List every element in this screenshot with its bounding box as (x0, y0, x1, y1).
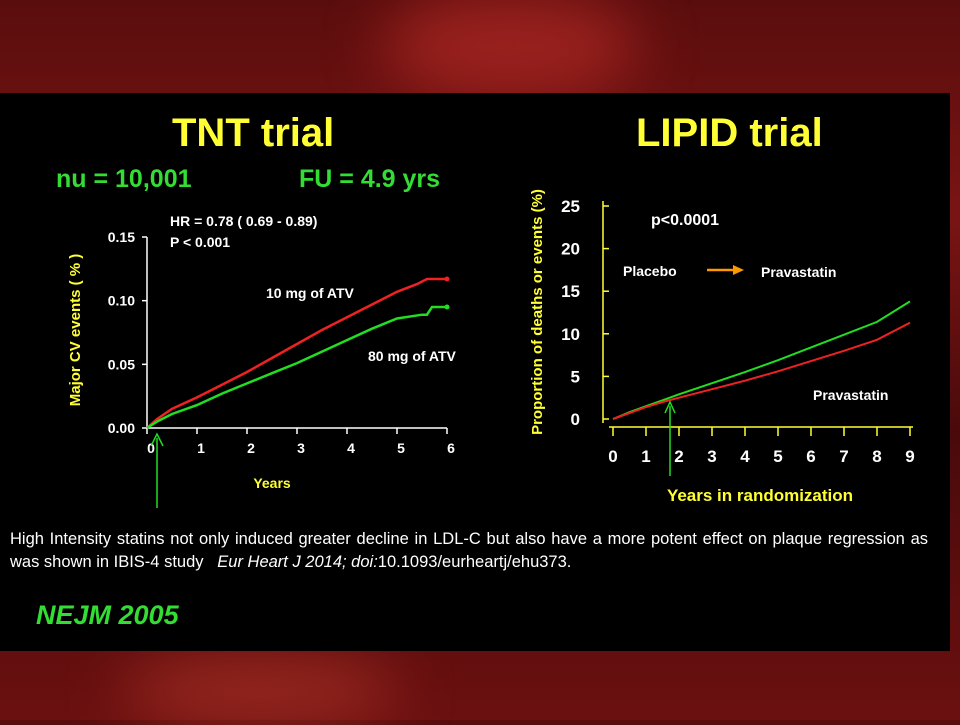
tnt-p-annotation: P < 0.001 (170, 234, 230, 250)
lipid-ytick-label: 10 (561, 325, 580, 344)
tnt-xtick-label: 1 (197, 440, 205, 456)
lipid-xtick-label: 4 (740, 447, 750, 466)
tnt-xtick-label: 5 (397, 440, 405, 456)
tnt-arrow-head (150, 432, 164, 447)
background-glow (380, 0, 640, 100)
background-glow (120, 655, 400, 725)
tnt-ytick-label: 0.10 (108, 293, 135, 309)
lipid-xtick-label: 6 (806, 447, 815, 466)
lipid-xtick-label: 7 (839, 447, 848, 466)
slide-panel: TNT trial LIPID trial nu = 10,001 FU = 4… (0, 93, 950, 651)
lipid-arrow-head (733, 265, 744, 275)
lipid-ylabel: Proportion of deaths or events (%) (529, 189, 546, 435)
tnt-xtick-label: 6 (447, 440, 455, 456)
lipid-xtick-label: 8 (872, 447, 881, 466)
lipid-p-annotation: p<0.0001 (651, 212, 719, 229)
caption-main: High Intensity statins not only induced … (10, 530, 928, 571)
lipid-ytick-label: 15 (561, 282, 580, 301)
tnt-xtick-label: 4 (347, 440, 355, 456)
lipid-series-pravastatin-line (612, 321, 911, 420)
tnt-ytick-label: 0.15 (108, 229, 135, 245)
tnt-series-80mg-endpoint (444, 304, 450, 310)
tnt-ylabel: Major CV events ( % ) (67, 254, 84, 407)
tnt-label-10mg: 10 mg of ATV (266, 285, 355, 301)
lipid-xtick-label: 9 (905, 447, 914, 466)
tnt-label-80mg: 80 mg of ATV (368, 348, 457, 364)
lipid-xtick-label: 0 (608, 447, 617, 466)
lipid-placebo-label: Placebo (623, 263, 677, 279)
lipid-chart: Proportion of deaths or events (%) Years… (529, 189, 915, 505)
tnt-xtick-label: 2 (247, 440, 255, 456)
tnt-xtick-label: 3 (297, 440, 305, 456)
tnt-ytick-label: 0.00 (108, 420, 135, 436)
lipid-xtick-label: 5 (773, 447, 782, 466)
caption-ref-journal: Eur Heart J 2014; doi: (217, 553, 378, 571)
tnt-n-label: nu = 10,001 (56, 165, 192, 193)
lipid-pravastatin-label-bottom: Pravastatin (813, 387, 888, 403)
lipid-xtick-label: 3 (707, 447, 716, 466)
source-label: NEJM 2005 (36, 600, 179, 630)
lipid-xlabel: Years in randomization (667, 486, 853, 505)
tnt-xlabel: Years (253, 475, 291, 491)
lipid-ytick-label: 25 (561, 197, 580, 216)
tnt-series-10mg-line (146, 277, 447, 429)
caption-text: High Intensity statins not only induced … (10, 528, 928, 574)
tnt-chart: HR = 0.78 ( 0.69 - 0.89) P < 0.001 Major… (67, 213, 457, 508)
lipid-pravastatin-label-top: Pravastatin (761, 264, 836, 280)
lipid-arrow-up-head (664, 400, 676, 414)
tnt-fu-label: FU = 4.9 yrs (299, 165, 441, 193)
lipid-xtick-label: 1 (641, 447, 650, 466)
tnt-hr-annotation: HR = 0.78 ( 0.69 - 0.89) (170, 213, 317, 229)
tnt-xtick-label: 0 (147, 440, 155, 456)
tnt-series-10mg-endpoint (444, 276, 450, 282)
lipid-ytick-label: 5 (571, 367, 580, 386)
lipid-ytick-label: 0 (571, 410, 580, 429)
tnt-series-80mg-line (146, 305, 447, 430)
lipid-xtick-label: 2 (674, 447, 683, 466)
lipid-title: LIPID trial (636, 111, 823, 155)
tnt-title: TNT trial (172, 111, 335, 155)
lipid-ytick-label: 20 (561, 240, 580, 259)
caption-ref-doi: 10.1093/eurheartj/ehu373. (377, 553, 572, 571)
tnt-ytick-label: 0.05 (108, 356, 135, 372)
